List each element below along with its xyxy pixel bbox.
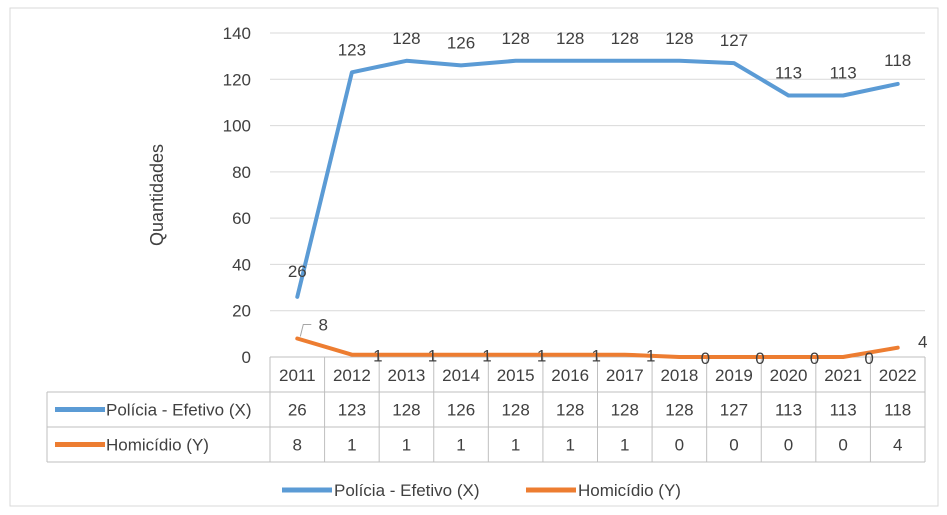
chart-border: [9, 7, 939, 507]
table-cell-value: 1: [347, 436, 356, 455]
x-tick-label: 2021: [824, 366, 862, 385]
table-cell-value: 0: [729, 436, 738, 455]
table-cell-value: 113: [775, 401, 802, 420]
y-tick-label: 40: [232, 255, 251, 274]
series-line-homicidio: [295, 336, 900, 359]
data-label: 1: [428, 347, 437, 366]
legend-label-policia: Polícia - Efetivo (X): [334, 481, 480, 500]
y-axis-label: Quantidades: [147, 144, 167, 246]
y-tick-label: 20: [232, 302, 251, 321]
data-label: 128: [611, 29, 639, 48]
data-label: 128: [501, 29, 529, 48]
x-tick-label: 2018: [660, 366, 698, 385]
y-tick-label: 80: [232, 163, 251, 182]
table-cell-value: 1: [456, 436, 465, 455]
data-label: 113: [830, 63, 857, 82]
data-label: 127: [720, 31, 748, 50]
x-tick-label: 2013: [388, 366, 426, 385]
table-cell-value: 128: [556, 401, 584, 420]
y-tick-label: 120: [223, 70, 251, 89]
series-line-policia: [295, 58, 900, 299]
data-label-leader: [299, 323, 312, 337]
table-cell-value: 0: [838, 436, 847, 455]
data-label: 0: [755, 349, 764, 368]
data-label: 128: [556, 29, 584, 48]
table-cell-value: 128: [665, 401, 693, 420]
data-label: 1: [646, 347, 655, 366]
table-cell-value: 128: [611, 401, 639, 420]
table-series-name: Polícia - Efetivo (X): [106, 401, 252, 420]
data-label: 1: [537, 347, 546, 366]
data-label: 1: [482, 347, 491, 366]
x-tick-label: 2020: [770, 366, 808, 385]
x-tick-label: 2022: [879, 366, 917, 385]
x-tick-label: 2011: [279, 366, 316, 385]
y-tick-label: 60: [232, 209, 251, 228]
data-label: 0: [864, 349, 873, 368]
data-label: 26: [288, 262, 307, 281]
data-label: 123: [338, 40, 366, 59]
table-cell-value: 0: [784, 436, 793, 455]
table-cell-value: 128: [501, 401, 529, 420]
data-label: 0: [810, 349, 819, 368]
table-cell-value: 8: [293, 436, 302, 455]
table-cell-value: 118: [884, 401, 911, 420]
table-cell-value: 1: [402, 436, 411, 455]
table-cell-value: 1: [620, 436, 629, 455]
y-tick-label: 0: [242, 348, 251, 367]
x-tick-label: 2014: [442, 366, 480, 385]
data-label: 8: [319, 315, 328, 334]
data-label: 113: [775, 63, 802, 82]
y-tick-label: 100: [223, 117, 251, 136]
table-cell-value: 4: [893, 436, 902, 455]
table-cell-value: 126: [447, 401, 475, 420]
table-cell-value: 1: [511, 436, 520, 455]
table-cell-value: 128: [392, 401, 420, 420]
table-cell-value: 26: [288, 401, 307, 420]
data-label: 4: [918, 333, 927, 352]
data-label: 118: [884, 51, 911, 70]
data-label: 128: [392, 29, 420, 48]
x-tick-label: 2016: [551, 366, 589, 385]
table-series-name: Homicídio (Y): [106, 436, 209, 455]
table-cell-value: 0: [675, 436, 684, 455]
data-label: 1: [591, 347, 600, 366]
data-label: 128: [665, 29, 693, 48]
y-tick-label: 140: [223, 24, 251, 43]
data-label: 0: [701, 349, 710, 368]
table-cell-value: 123: [338, 401, 366, 420]
legend-label-homicidio: Homicídio (Y): [578, 481, 681, 500]
table-cell-value: 127: [720, 401, 748, 420]
table-cell-value: 113: [830, 401, 857, 420]
x-tick-label: 2019: [715, 366, 753, 385]
x-tick-label: 2017: [606, 366, 644, 385]
data-label: 1: [373, 347, 382, 366]
table-cell-value: 1: [565, 436, 574, 455]
x-tick-label: 2012: [333, 366, 371, 385]
data-label: 126: [447, 33, 475, 52]
x-tick-label: 2015: [497, 366, 535, 385]
